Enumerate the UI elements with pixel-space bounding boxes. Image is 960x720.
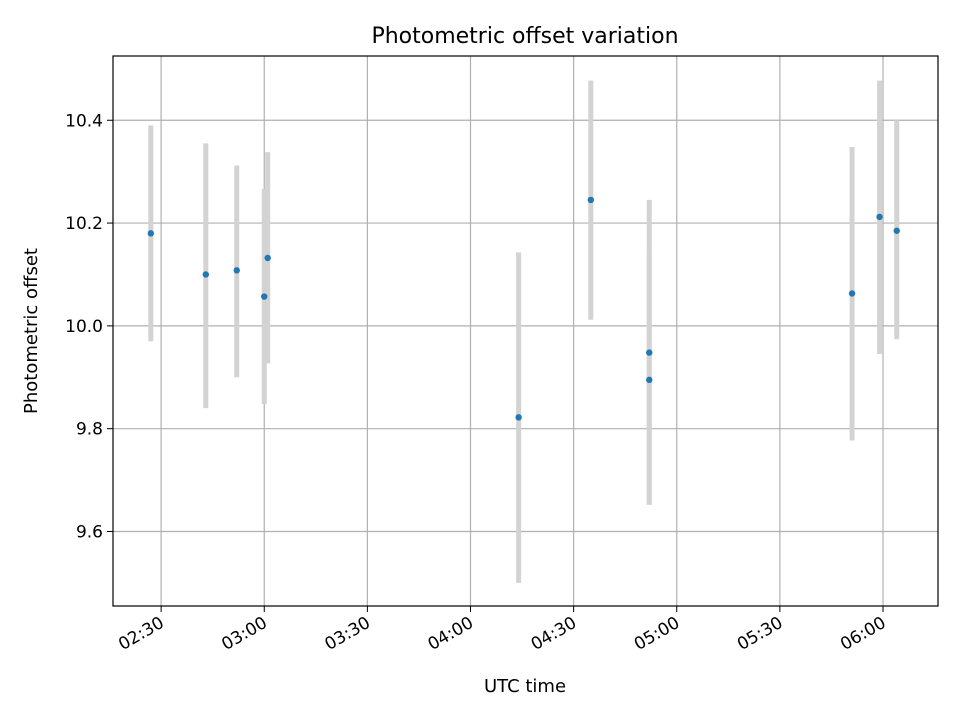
x-tick-label: 04:30 [528, 613, 580, 655]
y-tick-label: 10.0 [65, 317, 103, 337]
y-axis-ticks: 9.6 9.8 10.0 10.2 10.4 [65, 111, 113, 542]
y-tick-label: 10.4 [65, 111, 103, 131]
x-axis-label: UTC time [484, 676, 566, 697]
x-tick-label: 06:00 [837, 613, 889, 655]
data-point [876, 213, 883, 221]
x-tick-label: 03:00 [218, 613, 270, 655]
data-point [264, 254, 271, 262]
data-point [848, 290, 856, 297]
data-points [147, 196, 900, 421]
y-tick-label: 9.6 [76, 522, 103, 542]
y-tick-label: 10.2 [65, 214, 103, 234]
chart-title: Photometric offset variation [371, 24, 678, 49]
plot-frame [112, 55, 939, 607]
data-point [202, 271, 210, 278]
data-point [147, 230, 155, 237]
data-point [587, 196, 595, 204]
data-point [646, 349, 653, 356]
x-tick-label: 04:00 [425, 613, 477, 655]
data-point [233, 267, 240, 274]
x-tick-label: 05:00 [631, 613, 683, 655]
x-tick-label: 02:30 [115, 613, 167, 655]
x-tick-label: 05:30 [734, 613, 786, 655]
data-point [515, 414, 522, 421]
error-bars [148, 80, 900, 583]
grid-lines [113, 56, 938, 606]
data-point [646, 376, 653, 384]
y-axis-label: Photometric offset [21, 248, 42, 414]
data-point [261, 293, 268, 300]
x-tick-label: 03:30 [321, 613, 373, 655]
y-tick-label: 9.8 [76, 420, 103, 440]
x-axis-ticks: 02:30 03:00 03:30 04:00 04:30 05:00 05:30 06:00 [115, 606, 890, 655]
data-point [893, 227, 900, 234]
